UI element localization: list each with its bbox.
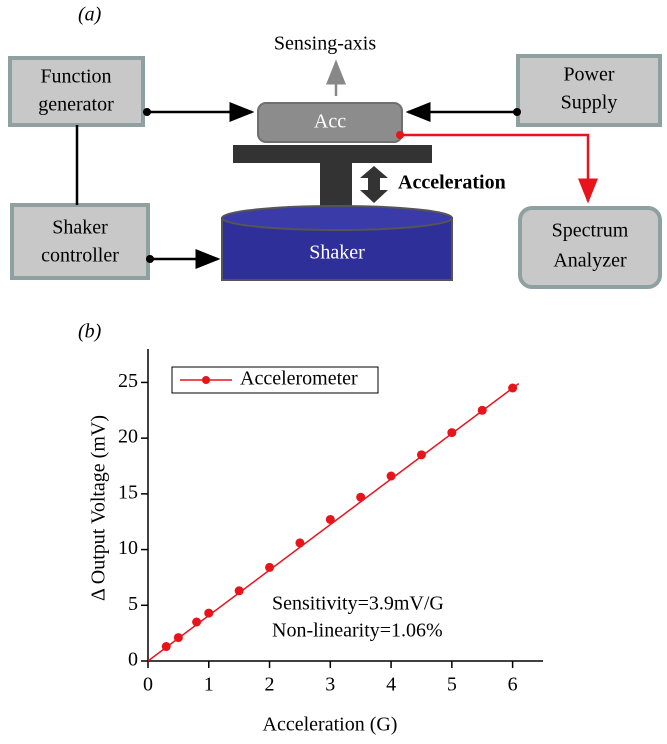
box-label: Acc — [314, 111, 346, 133]
x-tick-label: 3 — [325, 674, 335, 696]
x-tick-label: 2 — [265, 674, 275, 696]
sensing-axis-label: Sensing-axis — [274, 33, 376, 55]
panel-label: (a) — [78, 4, 102, 26]
data-point — [192, 618, 201, 627]
y-tick-label: 15 — [118, 481, 138, 503]
box-label: Function — [40, 66, 111, 88]
acceleration-label: Acceleration — [398, 172, 506, 194]
y-tick-label: 25 — [118, 370, 138, 392]
double-arrow — [360, 166, 388, 203]
legend-swatch — [202, 376, 210, 384]
data-point — [508, 384, 517, 393]
box-label: Shaker — [309, 242, 365, 264]
data-point — [387, 472, 396, 481]
y-tick-label: 20 — [118, 426, 138, 448]
y-axis-label: Δ Output Voltage (mV) — [88, 415, 110, 601]
data-point — [356, 493, 365, 502]
data-point — [326, 515, 335, 524]
annotation: Sensitivity=3.9mV/G — [272, 593, 444, 615]
box-label: Analyzer — [553, 250, 627, 272]
connector-dot — [146, 255, 154, 263]
plate — [233, 145, 432, 163]
y-tick-label: 10 — [118, 537, 138, 559]
x-tick-label: 0 — [143, 674, 153, 696]
annotation: Non-linearity=1.06% — [272, 620, 443, 642]
data-point — [417, 450, 426, 459]
box-label: Supply — [561, 92, 618, 114]
x-tick-label: 6 — [508, 674, 518, 696]
box-label: Spectrum — [552, 220, 629, 242]
data-point — [478, 406, 487, 415]
data-point — [295, 538, 304, 547]
data-point — [265, 563, 274, 572]
connector-dot — [396, 131, 404, 139]
legend-label: Accelerometer — [240, 368, 358, 390]
y-tick-label: 5 — [128, 593, 138, 615]
x-tick-label: 5 — [447, 674, 457, 696]
connector-dot — [143, 108, 151, 116]
data-point — [235, 586, 244, 595]
diagram: (a) Sensing-axis Function generator Powe… — [10, 4, 660, 287]
data-point — [447, 428, 456, 437]
box-label: controller — [41, 245, 119, 267]
box-label: generator — [38, 94, 114, 116]
panel-label: (b) — [78, 321, 102, 343]
box-label: Power — [563, 64, 614, 86]
x-tick-label: 1 — [204, 674, 214, 696]
x-axis-label: Acceleration (G) — [263, 714, 398, 736]
box-label: Shaker — [52, 217, 108, 239]
data-point — [162, 642, 171, 651]
connector-dot — [513, 108, 521, 116]
data-point — [174, 633, 183, 642]
chart: (b) Acceleration (G) Δ Output Voltage (m… — [78, 321, 543, 736]
x-tick-label: 4 — [386, 674, 396, 696]
shaker-top — [222, 206, 452, 230]
data-point — [204, 609, 213, 618]
y-tick-label: 0 — [128, 649, 138, 671]
figure: (a) Sensing-axis Function generator Powe… — [0, 0, 667, 744]
